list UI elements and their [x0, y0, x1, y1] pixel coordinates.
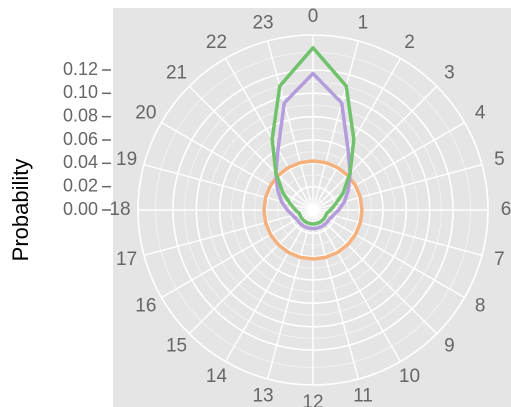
spoke [312, 164, 483, 211]
spoke [312, 209, 465, 299]
spoke [312, 209, 402, 362]
series-line [274, 71, 352, 231]
y-tick-label: 0.02 [63, 175, 98, 195]
angle-label: 12 [302, 392, 323, 407]
angle-label: 19 [116, 149, 137, 170]
angle-label: 23 [252, 13, 273, 34]
angle-label: 4 [475, 103, 486, 124]
angle-label: 22 [206, 32, 227, 53]
angle-label: 0 [308, 6, 319, 27]
spoke [312, 209, 359, 380]
angle-label: 8 [475, 296, 486, 317]
y-tick-label: 0.04 [63, 152, 98, 172]
spoke [188, 85, 314, 211]
angle-label: 3 [444, 63, 455, 84]
y-tick-label: 0.10 [63, 82, 98, 102]
angle-label: 6 [501, 199, 511, 220]
spoke [143, 164, 314, 211]
angle-label: 15 [166, 335, 187, 356]
angle-label: 21 [166, 63, 187, 84]
spoke [267, 40, 314, 211]
spoke [161, 209, 314, 299]
angle-label: 10 [399, 366, 420, 387]
y-tick-label: 0.06 [63, 129, 98, 149]
angle-label: 5 [494, 149, 505, 170]
angle-label: 17 [116, 249, 137, 270]
spoke [188, 209, 314, 335]
series-line [270, 46, 356, 226]
y-tick-label: 0.00 [63, 199, 98, 219]
angle-label: 18 [109, 199, 130, 220]
spoke [267, 209, 314, 380]
angle-label: 1 [358, 13, 369, 34]
spoke [143, 209, 314, 256]
series-line [262, 159, 364, 261]
angle-label: 14 [206, 366, 228, 387]
spoke [312, 209, 438, 335]
angle-label: 2 [404, 32, 415, 53]
angle-label: 20 [135, 103, 156, 124]
y-tick-label: 0.12 [63, 59, 98, 79]
angle-label: 11 [353, 385, 373, 406]
spoke [224, 209, 314, 362]
angle-label: 16 [135, 296, 156, 317]
angle-label: 9 [444, 335, 455, 356]
y-axis-label: Probability [8, 159, 33, 262]
spoke [312, 209, 483, 256]
spoke [161, 121, 314, 211]
spoke [312, 85, 438, 211]
angle-label: 13 [252, 385, 273, 406]
angle-label: 7 [494, 249, 505, 270]
spoke [224, 58, 314, 211]
spoke [312, 121, 465, 211]
y-tick-label: 0.08 [63, 105, 98, 125]
spoke [312, 58, 402, 211]
spoke [312, 40, 359, 211]
